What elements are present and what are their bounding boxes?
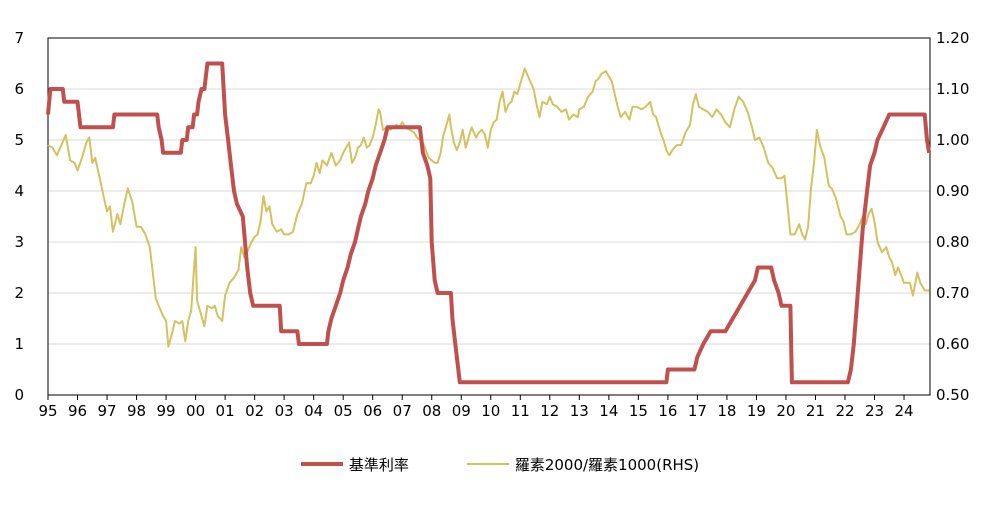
x-tick-label: 03 xyxy=(275,402,294,420)
left-tick-label: 3 xyxy=(14,233,24,251)
left-tick-label: 1 xyxy=(14,335,24,353)
left-tick-label: 5 xyxy=(14,131,24,149)
x-tick-label: 15 xyxy=(629,402,648,420)
x-tick-label: 96 xyxy=(68,402,87,420)
x-tick-label: 07 xyxy=(393,402,412,420)
x-tick-label: 01 xyxy=(216,402,235,420)
x-tick-label: 13 xyxy=(570,402,589,420)
x-tick-label: 17 xyxy=(688,402,707,420)
x-tick-label: 02 xyxy=(245,402,264,420)
left-tick-label: 7 xyxy=(14,29,24,47)
left-tick-label: 0 xyxy=(14,386,24,404)
legend: 基準利率 羅素2000/羅素1000(RHS) xyxy=(0,452,1000,476)
x-tick-label: 11 xyxy=(511,402,530,420)
x-tick-label: 21 xyxy=(806,402,825,420)
right-tick-label: 0.80 xyxy=(936,233,969,251)
x-tick-label: 98 xyxy=(127,402,146,420)
left-tick-label: 2 xyxy=(14,284,24,302)
left-axis: 0 1 2 3 4 5 6 7 xyxy=(14,29,24,404)
x-tick-label: 22 xyxy=(835,402,854,420)
x-tick-label: 99 xyxy=(157,402,176,420)
legend-swatch-ratio xyxy=(466,463,509,465)
legend-item-ratio: 羅素2000/羅素1000(RHS) xyxy=(466,452,700,476)
x-tick-label: 00 xyxy=(186,402,205,420)
x-tick-label: 12 xyxy=(540,402,559,420)
x-axis: 95 96 97 98 99 00 01 02 03 04 05 06 07 08 09 10 11 12 13 14… xyxy=(38,395,914,420)
x-tick-label: 23 xyxy=(865,402,884,420)
x-tick-label: 16 xyxy=(658,402,677,420)
x-tick-label: 97 xyxy=(97,402,116,420)
legend-swatch-rate xyxy=(300,462,343,466)
x-tick-label: 20 xyxy=(776,402,795,420)
x-tick-label: 05 xyxy=(334,402,353,420)
x-tick-label: 04 xyxy=(304,402,323,420)
left-tick-label: 4 xyxy=(14,182,24,200)
right-tick-label: 0.90 xyxy=(936,182,969,200)
series-line-rate xyxy=(46,61,932,385)
right-tick-label: 1.20 xyxy=(936,29,969,47)
right-axis: 0.50 0.60 0.70 0.80 0.90 1.00 1.10 1.20 xyxy=(936,29,969,404)
x-tick-label: 09 xyxy=(452,402,471,420)
x-tick-label: 10 xyxy=(481,402,500,420)
x-tick-label: 18 xyxy=(717,402,736,420)
series-line-ratio xyxy=(47,67,930,348)
x-tick-label: 14 xyxy=(599,402,618,420)
gridlines xyxy=(48,88,930,345)
legend-label-rate: 基準利率 xyxy=(348,455,409,474)
right-tick-label: 1.00 xyxy=(936,131,969,149)
right-tick-label: 0.50 xyxy=(936,386,969,404)
right-tick-label: 0.60 xyxy=(936,335,969,353)
legend-label-ratio: 羅素2000/羅素1000(RHS) xyxy=(514,455,700,474)
x-tick-label: 24 xyxy=(894,402,913,420)
x-tick-label: 06 xyxy=(363,402,382,420)
legend-item-rate: 基準利率 xyxy=(300,452,409,476)
x-tick-label: 19 xyxy=(747,402,766,420)
right-tick-label: 1.10 xyxy=(936,80,969,98)
series-lines xyxy=(46,61,932,385)
right-tick-label: 0.70 xyxy=(936,284,969,302)
x-tick-label: 95 xyxy=(38,402,57,420)
left-tick-label: 6 xyxy=(14,80,24,98)
plot-area-border xyxy=(47,37,931,396)
x-tick-label: 08 xyxy=(422,402,441,420)
